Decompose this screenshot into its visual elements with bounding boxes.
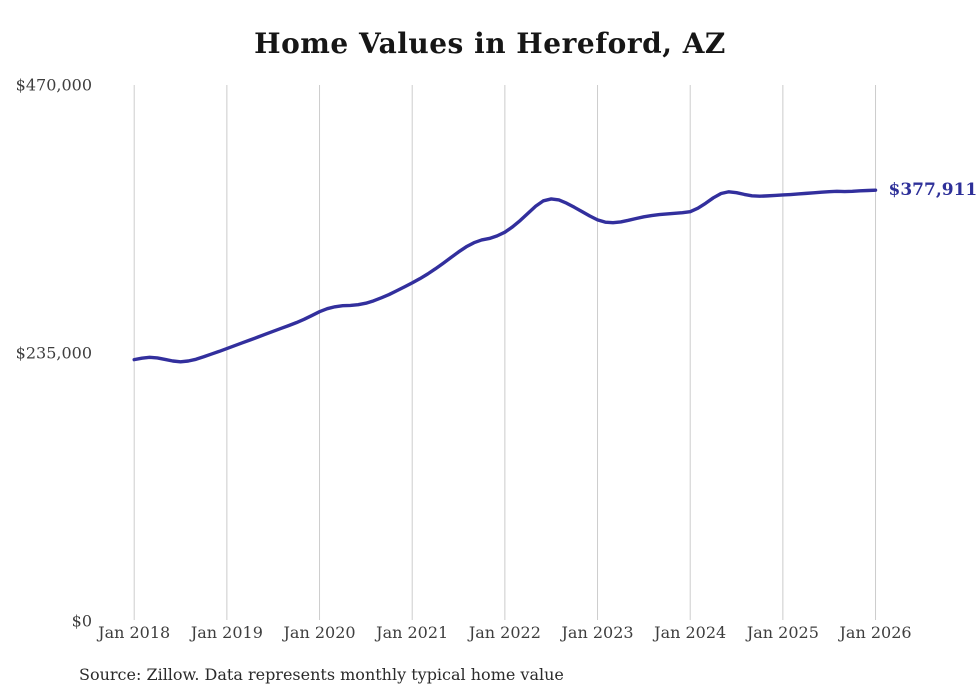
x-axis-label: Jan 2024: [654, 623, 727, 642]
x-axis-label: Jan 2025: [746, 623, 819, 642]
y-axis-tick-235000: $235,000: [15, 343, 92, 363]
x-axis-label: Jan 2022: [468, 623, 541, 642]
x-axis-label: Jan 2020: [283, 623, 356, 642]
x-axis-label: Jan 2019: [190, 623, 263, 642]
latest-value-label: $377,911: [888, 179, 978, 200]
chart-title: Home Values in Hereford, AZ: [254, 27, 726, 60]
x-axis-label: Jan 2018: [98, 623, 171, 642]
home-value-line: [132, 188, 878, 364]
x-axis-label: Jan 2023: [561, 623, 634, 642]
y-axis-tick-470000: $470,000: [15, 75, 92, 95]
x-axis-label: Jan 2026: [839, 623, 912, 642]
y-axis-tick-0: $0: [71, 611, 92, 631]
x-axis-label: Jan 2021: [376, 623, 449, 642]
source-note: Source: Zillow. Data represents monthly …: [79, 665, 564, 684]
